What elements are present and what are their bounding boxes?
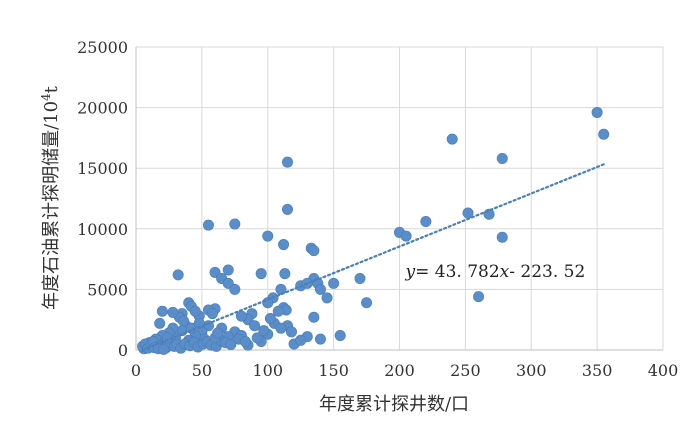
data-point bbox=[202, 219, 214, 231]
data-point bbox=[229, 218, 241, 230]
y-tick-label: 5000 bbox=[87, 280, 128, 299]
data-point bbox=[321, 292, 333, 304]
trendline-line bbox=[141, 162, 607, 352]
data-point bbox=[262, 230, 274, 242]
data-points bbox=[137, 106, 610, 355]
data-point bbox=[295, 334, 307, 346]
x-tick-label: 250 bbox=[450, 361, 481, 380]
gridlines bbox=[136, 46, 664, 350]
data-point bbox=[156, 305, 168, 317]
data-point bbox=[189, 305, 201, 317]
y-tick-label: 20000 bbox=[77, 99, 128, 118]
x-axis-title: 年度累计探井数/口 bbox=[319, 394, 469, 415]
data-point bbox=[282, 203, 294, 215]
data-point bbox=[446, 133, 458, 145]
x-tick-label: 350 bbox=[582, 361, 613, 380]
data-point bbox=[598, 128, 610, 140]
data-point bbox=[158, 343, 170, 355]
y-tick-labels: 0 5000 10000 15000 20000 25000 bbox=[77, 38, 128, 360]
x-tick-label: 100 bbox=[252, 361, 283, 380]
data-point bbox=[334, 329, 346, 341]
data-point bbox=[251, 332, 263, 344]
data-point bbox=[264, 312, 276, 324]
y-tick-label: 25000 bbox=[77, 38, 128, 57]
data-point bbox=[279, 268, 291, 280]
x-tick-label: 0 bbox=[131, 361, 141, 380]
data-point bbox=[225, 339, 237, 351]
y-tick-label: 10000 bbox=[77, 220, 128, 239]
data-point bbox=[308, 311, 320, 323]
data-point bbox=[206, 308, 218, 320]
data-point bbox=[483, 208, 495, 220]
y-tick-label: 0 bbox=[118, 341, 128, 360]
data-point bbox=[167, 306, 179, 318]
data-point bbox=[212, 327, 224, 339]
trendline-equation: y= 43. 782x- 223. 52 bbox=[405, 262, 586, 282]
data-point bbox=[328, 277, 340, 289]
x-tick-label: 400 bbox=[648, 361, 679, 380]
data-point bbox=[177, 315, 189, 327]
data-point bbox=[496, 231, 508, 243]
x-tick-label: 300 bbox=[516, 361, 547, 380]
data-point bbox=[400, 230, 412, 242]
axes bbox=[135, 47, 663, 351]
y-axis-title: 年度石油累计探明储量/104t bbox=[39, 85, 62, 310]
data-point bbox=[473, 291, 485, 303]
data-point bbox=[154, 317, 166, 329]
data-point bbox=[314, 283, 326, 295]
data-point bbox=[229, 283, 241, 295]
x-tick-labels: 0 50 100 150 200 250 300 350 400 bbox=[131, 361, 678, 380]
data-point bbox=[249, 320, 261, 332]
data-point bbox=[278, 239, 290, 251]
data-point bbox=[272, 305, 284, 317]
data-point bbox=[420, 216, 432, 228]
data-point bbox=[222, 264, 234, 276]
data-point bbox=[591, 106, 603, 118]
x-tick-label: 200 bbox=[384, 361, 415, 380]
data-point bbox=[308, 245, 320, 257]
x-tick-label: 50 bbox=[192, 361, 212, 380]
data-point bbox=[314, 333, 326, 345]
trendline bbox=[141, 162, 607, 352]
x-tick-label: 150 bbox=[318, 361, 349, 380]
data-point bbox=[354, 272, 366, 284]
data-point bbox=[361, 297, 373, 309]
data-point bbox=[255, 268, 267, 280]
data-point bbox=[275, 322, 287, 334]
data-point bbox=[282, 156, 294, 168]
y-tick-label: 15000 bbox=[77, 159, 128, 178]
data-point bbox=[258, 325, 270, 337]
data-point bbox=[172, 269, 184, 281]
data-point bbox=[285, 326, 297, 338]
data-point bbox=[496, 153, 508, 165]
data-point bbox=[239, 336, 251, 348]
